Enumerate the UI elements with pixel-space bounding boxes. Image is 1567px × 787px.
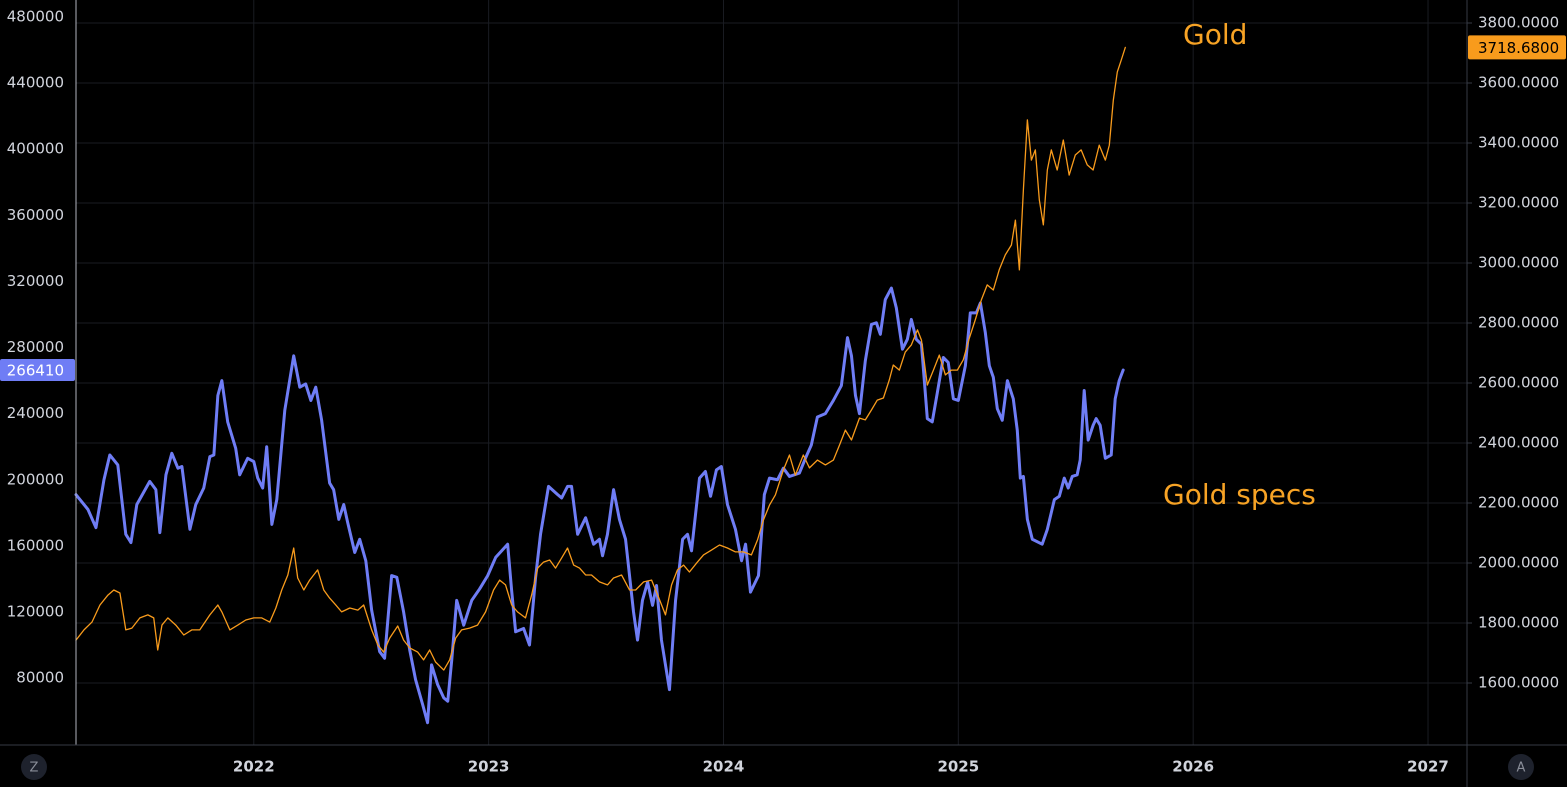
x-tick-label: 2025 xyxy=(937,758,979,776)
control-button-bg[interactable] xyxy=(1508,754,1534,780)
y2-tick-label: 3400.0000 xyxy=(1478,134,1559,152)
y2-tick-label: 3200.0000 xyxy=(1478,194,1559,212)
x-tick-label: 2024 xyxy=(703,758,745,776)
grid xyxy=(76,0,1467,745)
y2-tick-label: 2200.0000 xyxy=(1478,493,1559,511)
control-button[interactable]: Z xyxy=(21,754,47,780)
series-line xyxy=(74,286,1125,725)
control-button-label[interactable]: A xyxy=(1517,761,1526,776)
last-value-tag xyxy=(1468,35,1566,60)
x-tick-label: 2027 xyxy=(1407,758,1449,776)
last-value-label: 3718.6800 xyxy=(1478,39,1559,57)
y2-tick-label: 1600.0000 xyxy=(1478,673,1559,691)
control-button-bg[interactable] xyxy=(21,754,47,780)
x-tick-label: 2022 xyxy=(233,758,275,776)
y2-tick-label: 1800.0000 xyxy=(1478,613,1559,631)
x-tick-label: 2026 xyxy=(1172,758,1214,776)
series-line xyxy=(75,46,1126,671)
y-tick-label: 320000 xyxy=(7,272,64,290)
y-tick-label: 280000 xyxy=(7,338,64,356)
y-tick-label: 160000 xyxy=(7,536,64,554)
annotation: Gold specs xyxy=(1163,478,1316,511)
y-tick-label: 480000 xyxy=(7,8,64,26)
y-tick-label: 120000 xyxy=(7,602,64,620)
y2-tick-label: 2000.0000 xyxy=(1478,553,1559,571)
y2-tick-label: 2600.0000 xyxy=(1478,373,1559,391)
plot xyxy=(74,46,1126,725)
y2-tick-label: 2800.0000 xyxy=(1478,314,1559,332)
y2-tick-label: 2400.0000 xyxy=(1478,433,1559,451)
y-tick-label: 200000 xyxy=(7,470,64,488)
y2-tick-label: 3600.0000 xyxy=(1478,74,1559,92)
axes: 2022 2023 2024 2025 2026 2027 80000 120000 16000… xyxy=(0,8,1566,776)
y-tick-label: 440000 xyxy=(7,74,64,92)
control-button[interactable]: A xyxy=(1508,754,1534,780)
y2-tick-label: 3000.0000 xyxy=(1478,254,1559,272)
y-tick-label: 360000 xyxy=(7,206,64,224)
last-value-tag xyxy=(0,359,75,382)
y-tick-label: 400000 xyxy=(7,140,64,158)
last-value-label: 266410 xyxy=(7,362,64,380)
x-tick-label: 2023 xyxy=(468,758,510,776)
annotation: Gold xyxy=(1183,18,1247,51)
y2-tick-label: 3800.0000 xyxy=(1478,14,1559,32)
control-button-label[interactable]: Z xyxy=(30,761,39,776)
y-tick-label: 240000 xyxy=(7,404,64,422)
y-tick-label: 80000 xyxy=(16,669,64,687)
